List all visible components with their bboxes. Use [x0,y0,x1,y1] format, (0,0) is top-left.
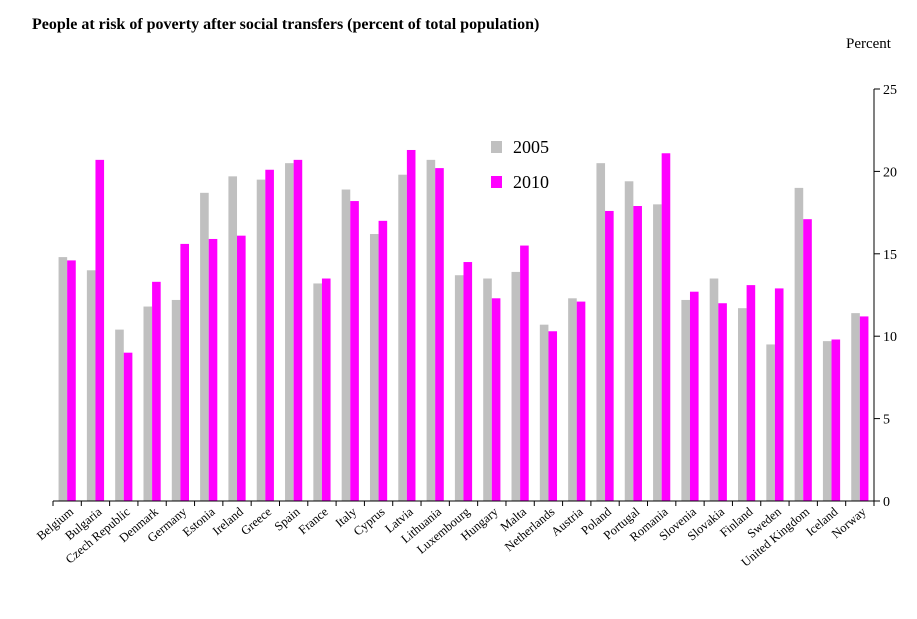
bar-2005-italy [341,189,351,501]
bar-2005-latvia [398,174,407,501]
y-tick-label-0: 0 [883,495,890,510]
bar-2010-iceland [831,339,841,501]
bar-2010-austria [576,301,586,501]
bar-2010-belgium [67,260,76,501]
bar-2010-spain [293,159,303,502]
bar-2005-united-kingdom [794,187,804,501]
bar-2005-slovakia [709,278,719,501]
bar-2010-finland [746,285,756,501]
bar-2005-spain [285,163,294,501]
bar-2005-czech-republic [115,329,124,501]
y-tick-label-20: 20 [883,165,897,180]
x-tick-label-austria: Austria [548,504,586,539]
bar-2005-cyprus [369,234,379,501]
bar-2005-finland [738,308,747,501]
x-axis [52,500,875,506]
bar-2005-norway [851,313,860,501]
bar-2005-estonia [200,192,209,501]
legend-swatch-2005 [491,141,502,153]
bar-2010-norway [859,316,869,501]
bar-2010-ireland [237,235,246,502]
x-tick-label-ireland: Ireland [210,504,247,538]
bar-2005-netherlands [539,324,549,501]
y-tick-label-5: 5 [883,413,890,428]
bar-2005-sweden [766,344,775,501]
chart-title: People at risk of poverty after social t… [32,16,540,33]
bar-2010-portugal [633,206,642,501]
bar-2010-denmark [152,281,161,501]
bar-2010-malta [520,245,529,501]
x-tick-label-greece: Greece [238,504,274,538]
bar-2010-germany [180,243,189,501]
bar-2010-cyprus [378,220,388,501]
bar-2005-portugal [624,181,634,502]
bar-2010-italy [350,201,359,501]
bar-2005-iceland [822,341,832,501]
bars-group [58,149,869,502]
bar-2010-hungary [491,298,501,501]
y-axis: 0 5 10 15 20 25 [873,83,897,510]
bar-2010-slovakia [718,303,727,501]
bar-2005-malta [511,271,521,501]
bar-2005-hungary [483,278,492,501]
bar-2005-austria [568,298,577,501]
bar-2010-romania [661,153,671,501]
bar-2010-slovenia [689,291,699,501]
legend-label-2005: 2005 [513,137,549,157]
bar-2005-belgium [58,257,68,501]
y-tick-label-15: 15 [883,248,897,263]
x-tick-label-france: France [296,504,331,537]
bar-2005-denmark [143,306,153,501]
x-tick-label-cyprus: Cyprus [351,504,388,538]
bar-2005-bulgaria [86,270,96,501]
bar-2010-latvia [406,149,416,502]
bar-2010-luxembourg [463,262,473,501]
bar-2010-netherlands [548,331,558,501]
bar-2005-luxembourg [454,275,464,501]
unit-label: Percent [846,36,891,52]
y-tick-label-25: 25 [883,83,897,98]
bar-2005-ireland [228,176,238,501]
bar-2010-united-kingdom [803,219,812,501]
bar-2005-poland [596,163,606,501]
x-tick-label-estonia: Estonia [180,504,218,539]
bar-2005-greece [256,179,266,501]
bar-2010-bulgaria [95,159,105,502]
bar-2005-france [313,283,322,501]
bar-2010-poland [605,210,614,501]
bar-2010-sweden [774,288,784,501]
bar-2005-lithuania [426,159,436,502]
bar-2005-germany [171,299,181,501]
y-tick-label-10: 10 [883,330,897,345]
bar-2010-czech-republic [123,352,133,501]
legend-swatch-2010 [491,176,502,188]
bar-2010-france [321,278,331,501]
bar-2010-greece [265,169,274,501]
bar-2010-lithuania [435,168,444,501]
legend: 2005 2010 [491,137,549,192]
legend-label-2010: 2010 [513,172,549,192]
bar-2005-romania [653,204,662,502]
bar-2010-estonia [208,238,218,501]
bar-2005-slovenia [681,299,690,501]
